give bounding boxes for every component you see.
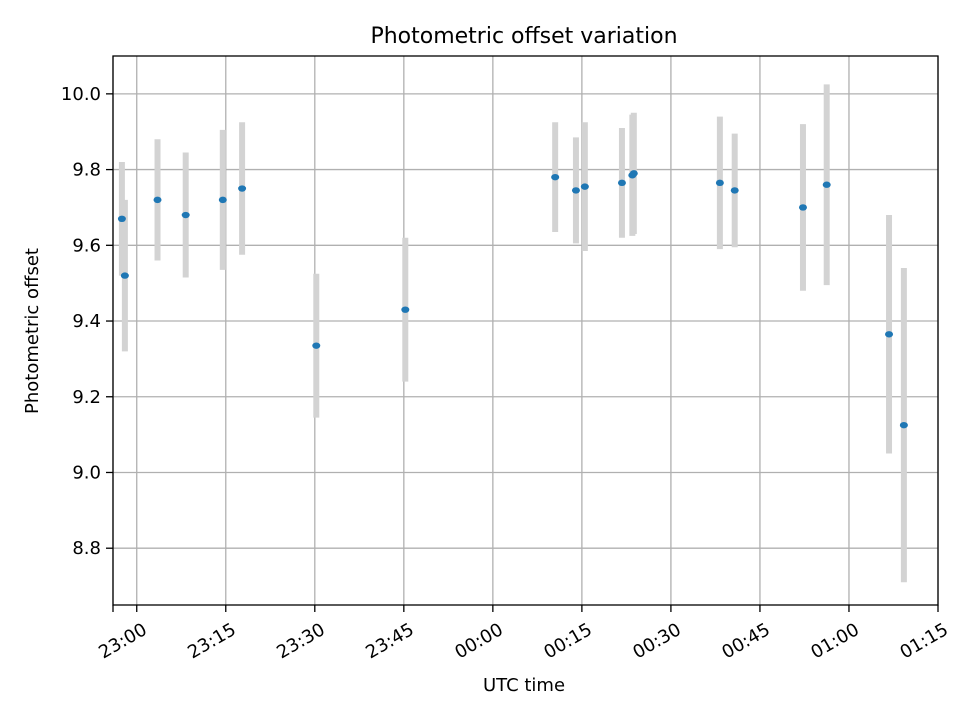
y-axis-label: Photometric offset	[22, 248, 43, 414]
data-point	[312, 342, 321, 349]
data-point	[885, 331, 894, 338]
data-point	[629, 170, 638, 177]
chart-title: Photometric offset variation	[370, 24, 677, 49]
data-point	[238, 185, 247, 192]
x-axis-label: UTC time	[483, 675, 565, 696]
y-tick-label: 8.8	[72, 538, 101, 559]
data-point	[117, 215, 126, 223]
data-point	[617, 179, 626, 187]
plot-frame	[112, 55, 939, 606]
data-point	[153, 196, 162, 204]
data-point	[571, 187, 580, 194]
data-point	[715, 179, 724, 187]
data-points	[117, 170, 908, 429]
y-tick-label: 9.4	[72, 311, 101, 332]
data-point	[822, 181, 831, 188]
y-tick-label: 10.0	[61, 84, 101, 105]
data-point	[798, 204, 807, 211]
data-point	[401, 306, 410, 313]
data-point	[181, 211, 190, 219]
data-point	[730, 187, 739, 194]
y-tick-label: 9.0	[72, 462, 101, 483]
data-point	[218, 196, 227, 204]
data-point	[899, 421, 908, 429]
data-point	[580, 183, 589, 190]
y-axis-ticks: 8.8 9.0 9.2 9.4 9.6 9.8 10.0	[61, 84, 113, 559]
data-point	[551, 173, 560, 181]
y-tick-label: 9.8	[72, 160, 101, 181]
data-point	[120, 272, 129, 279]
y-tick-label: 9.6	[72, 235, 101, 256]
y-tick-label: 9.2	[72, 387, 101, 408]
